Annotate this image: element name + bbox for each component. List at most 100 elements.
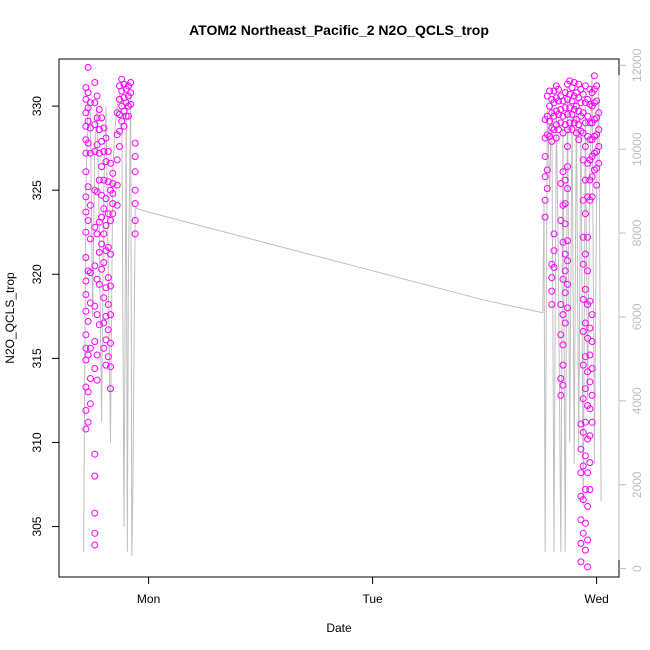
data-point	[84, 418, 92, 426]
data-point	[557, 301, 565, 308]
data-point	[559, 311, 567, 319]
data-point	[559, 201, 567, 209]
data-point	[95, 321, 103, 329]
data-point	[107, 159, 114, 167]
x-tick-label: Tue	[362, 592, 383, 606]
data-point	[579, 196, 587, 204]
data-point	[579, 529, 587, 537]
data-point	[131, 200, 139, 208]
data-point	[95, 176, 103, 184]
data-point	[581, 143, 589, 150]
data-point	[561, 267, 569, 275]
data-point	[557, 119, 565, 127]
data-point	[104, 326, 112, 334]
data-point	[579, 395, 587, 403]
data-point	[100, 148, 108, 155]
data-point	[586, 297, 594, 305]
data-point	[552, 134, 560, 142]
data-point	[91, 99, 99, 107]
data-point	[566, 77, 574, 85]
data-point	[548, 124, 556, 132]
data-point	[588, 173, 596, 181]
data-point	[131, 168, 139, 176]
data-point	[82, 291, 90, 298]
data-point	[91, 365, 99, 372]
data-point	[98, 265, 106, 273]
data-point	[559, 361, 567, 369]
data-point	[122, 112, 130, 120]
data-point	[84, 183, 92, 191]
data-point	[84, 317, 92, 325]
data-point	[91, 223, 99, 231]
data-point	[581, 210, 589, 218]
data-point	[564, 237, 571, 245]
scatter-points-layer	[82, 63, 603, 571]
data-point	[581, 452, 589, 460]
data-point	[95, 106, 103, 113]
right-axis-series-line-layer	[83, 73, 602, 557]
data-point	[584, 334, 592, 342]
data-point	[131, 186, 139, 194]
data-point	[84, 89, 92, 97]
data-point	[104, 210, 112, 218]
data-point	[564, 163, 571, 171]
data-point	[575, 136, 583, 144]
y2-tick-label: 6000	[630, 303, 644, 330]
data-point	[546, 87, 554, 95]
data-point	[584, 502, 592, 510]
data-point	[588, 311, 596, 319]
data-point	[104, 353, 112, 361]
data-point	[581, 285, 589, 293]
data-point	[575, 121, 583, 129]
data-point	[86, 99, 94, 107]
data-point	[91, 529, 99, 537]
data-point	[104, 148, 112, 155]
data-point	[84, 117, 92, 125]
data-point	[82, 228, 90, 236]
data-point	[579, 260, 587, 268]
data-point	[561, 289, 569, 297]
data-point	[100, 294, 108, 302]
data-point	[586, 136, 594, 144]
data-point	[113, 156, 121, 164]
data-point	[564, 111, 571, 118]
data-point	[548, 301, 556, 308]
data-point	[593, 82, 601, 90]
data-point	[550, 264, 558, 271]
data-point	[564, 185, 571, 192]
data-point	[546, 117, 554, 125]
data-point	[548, 274, 556, 282]
data-point	[82, 193, 90, 201]
data-point	[588, 338, 596, 345]
data-point	[564, 126, 571, 134]
data-point	[579, 361, 587, 369]
data-point	[588, 193, 596, 201]
data-point	[91, 79, 99, 86]
data-point	[557, 375, 565, 382]
data-point	[557, 106, 565, 113]
data-point	[586, 459, 594, 467]
data-point	[541, 213, 549, 221]
data-point	[82, 331, 90, 339]
y-tick-label: 315	[30, 348, 44, 368]
data-point	[107, 385, 114, 393]
data-point	[581, 385, 589, 393]
data-point	[82, 208, 90, 216]
data-point	[579, 156, 587, 164]
data-point	[102, 284, 110, 292]
x-tick-label: Mon	[137, 592, 160, 606]
data-point	[595, 159, 603, 167]
data-point	[564, 280, 571, 288]
data-point	[86, 299, 94, 307]
data-point	[86, 235, 94, 243]
data-point	[590, 149, 598, 157]
data-point	[124, 112, 132, 120]
data-point	[559, 341, 567, 349]
data-point	[93, 311, 101, 319]
y-tick-label: 325	[30, 180, 44, 200]
data-point	[579, 233, 587, 241]
data-point	[593, 181, 601, 189]
data-point	[82, 168, 90, 176]
data-point	[579, 428, 587, 436]
data-point	[584, 469, 592, 477]
